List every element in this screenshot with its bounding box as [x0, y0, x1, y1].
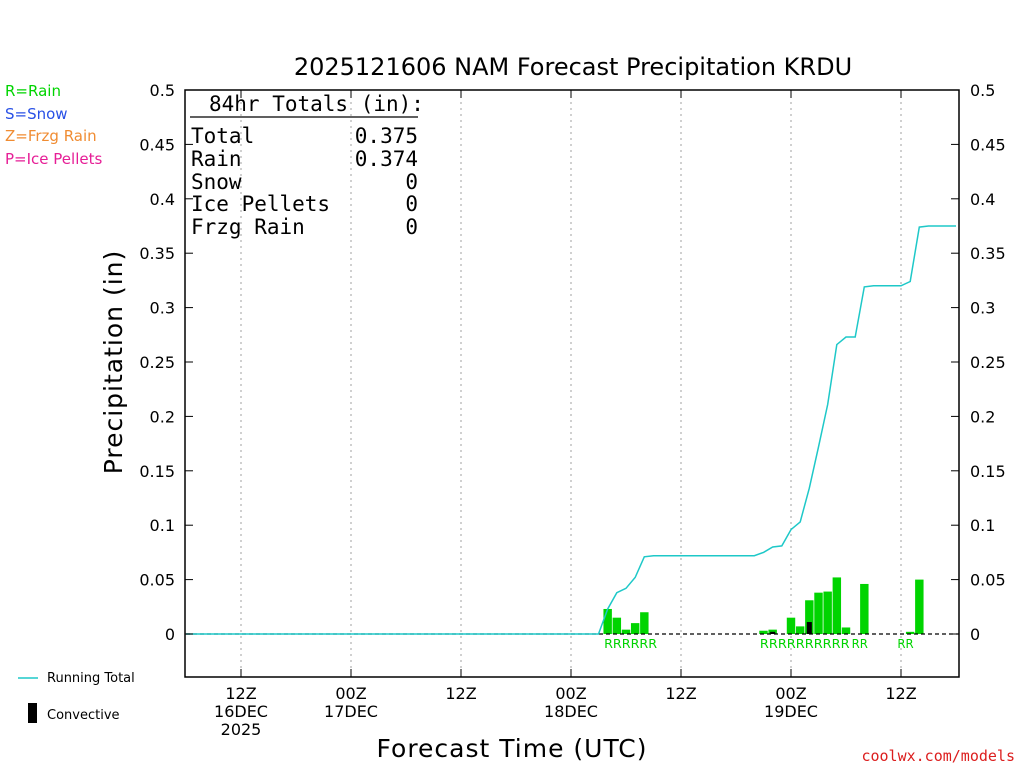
ptype-label: RR: [852, 637, 868, 651]
bars-layer: [603, 577, 924, 634]
y-tick-label-left: 0.5: [150, 81, 175, 100]
x-tick-label: 00Z: [775, 684, 806, 703]
grid-layer: [240, 90, 902, 677]
totals-label-rain: Rain: [191, 147, 242, 171]
x-tick-label: 12Z: [885, 684, 916, 703]
y-tick-label-right: 0.5: [970, 81, 995, 100]
legend-snow: S=Snow: [5, 105, 68, 123]
precip-bar: [905, 631, 915, 634]
legend-convective-swatch: [28, 703, 37, 723]
precip-bar: [795, 626, 805, 634]
precip-bar: [814, 592, 823, 634]
precip-bar: [805, 600, 814, 634]
totals-value-snow: 0: [405, 170, 418, 194]
precip-bar: [621, 629, 631, 634]
totals-value-ice-pellets: 0: [405, 192, 418, 216]
x-axis-label: Forecast Time (UTC): [377, 734, 648, 763]
x-tick-label: 12Z: [445, 684, 476, 703]
ptype-label: RR: [897, 637, 913, 651]
totals-label-total: Total: [191, 124, 254, 148]
totals-value-frzg-rain: 0: [405, 215, 418, 239]
totals-box: 84hr Totals (in): Total 0.375 Rain 0.374…: [190, 92, 424, 239]
y-tick-label-right: 0.35: [970, 244, 1006, 263]
credit-link[interactable]: coolwx.com/models: [861, 747, 1015, 765]
totals-label-ice-pellets: Ice Pellets: [191, 192, 330, 216]
totals-value-rain: 0.374: [355, 147, 418, 171]
precip-bar: [832, 577, 842, 634]
legend-rain: R=Rain: [5, 82, 61, 100]
x-tick-label: 00Z: [335, 684, 366, 703]
plot-frame: [184, 89, 960, 678]
x-tick-label: 19DEC: [764, 702, 818, 721]
y-tick-label-left: 0.15: [139, 462, 175, 481]
y-tick-label-left: 0.45: [139, 135, 175, 154]
x-tick-label: 18DEC: [544, 702, 598, 721]
ptype-label: RRRRRR: [604, 637, 657, 651]
chart-title: 2025121606 NAM Forecast Precipitation KR…: [294, 53, 852, 81]
y-tick-label-right: 0.1: [970, 516, 995, 535]
y-tick-label-left: 0.05: [139, 571, 175, 590]
ptype-labels-layer: RRRRRR RRRRRRRRRR RR RR: [604, 637, 914, 651]
y-tick-label-right: 0.4: [970, 190, 995, 209]
totals-label-snow: Snow: [191, 170, 242, 194]
y-tick-label-left: 0.35: [139, 244, 175, 263]
legend-frzg-rain: Z=Frzg Rain: [5, 127, 97, 145]
x-tick-label: 12Z: [225, 684, 256, 703]
ptype-legend: R=Rain S=Snow Z=Frzg Rain P=Ice Pellets: [5, 82, 102, 168]
y-tick-label-right: 0: [970, 625, 980, 644]
convective-bar: [770, 631, 776, 634]
precip-bar: [759, 630, 768, 634]
convective-bar: [806, 622, 812, 634]
precip-bar: [640, 612, 649, 634]
y-tick-label-right: 0.15: [970, 462, 1006, 481]
x-tick-label: 2025: [221, 720, 262, 739]
x-tick-label: 12Z: [665, 684, 696, 703]
precip-bar: [786, 617, 796, 634]
y-axis-label: Precipitation (in): [99, 250, 128, 475]
ptype-label: RRRRRRRRRR: [760, 637, 850, 651]
precip-bar: [823, 591, 832, 634]
precip-bar: [841, 627, 851, 634]
precip-bar: [915, 579, 924, 634]
precip-bar: [612, 617, 622, 634]
precip-bar: [860, 583, 869, 634]
running-total-layer: [186, 225, 956, 635]
y-tick-label-right: 0.2: [970, 407, 995, 426]
y-tick-label-left: 0.4: [150, 190, 175, 209]
y-tick-label-left: 0.1: [150, 516, 175, 535]
y-tick-label-right: 0.05: [970, 571, 1006, 590]
precip-bar: [630, 623, 640, 634]
precip-bar: [603, 608, 612, 634]
y-tick-label-left: 0.25: [139, 353, 175, 372]
y-tick-label-right: 0.45: [970, 135, 1006, 154]
series-legend: Running Total Convective: [18, 671, 135, 723]
y-tick-label-left: 0.2: [150, 407, 175, 426]
totals-header: 84hr Totals (in):: [209, 92, 424, 116]
legend-ice-pellets: P=Ice Pellets: [5, 150, 102, 168]
legend-convective: Convective: [47, 708, 120, 723]
legend-running-total: Running Total: [47, 671, 135, 686]
x-tick-label: 17DEC: [324, 702, 378, 721]
running-total-line: [186, 225, 956, 635]
y-tick-label-left: 0: [165, 625, 175, 644]
totals-label-frzg-rain: Frzg Rain: [191, 215, 305, 239]
y-tick-label-right: 0.25: [970, 353, 1006, 372]
y-tick-label-right: 0.3: [970, 299, 995, 318]
x-tick-label: 16DEC: [214, 702, 268, 721]
totals-value-total: 0.375: [355, 124, 418, 148]
x-tick-label: 00Z: [555, 684, 586, 703]
y-tick-label-left: 0.3: [150, 299, 175, 318]
